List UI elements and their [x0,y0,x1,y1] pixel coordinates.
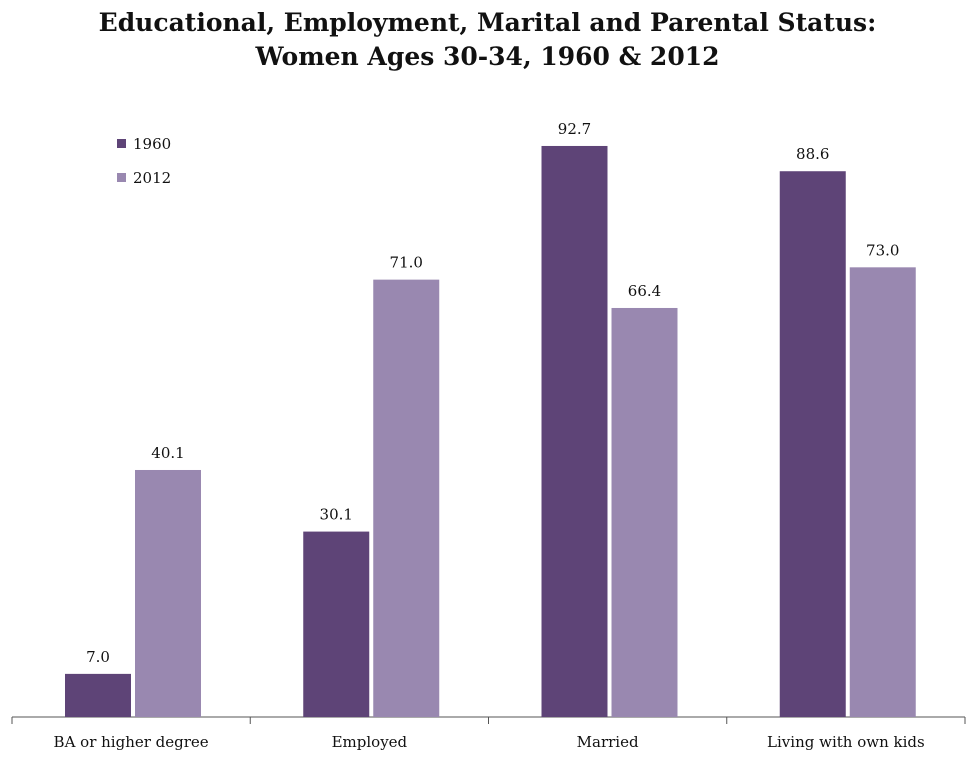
bar-2012-1 [373,279,440,717]
chart-title-line-1: Educational, Employment, Marital and Par… [98,8,877,37]
chart-title: Educational, Employment, Marital and Par… [0,6,975,74]
bar-2012-3 [849,267,916,717]
legend-label-1960: 1960 [133,135,171,153]
data-label-1960-0: 7.0 [86,648,110,666]
bar-1960-0 [65,673,131,717]
x-tick-label: BA or higher degree [54,733,209,751]
bar-2012-0 [135,469,201,717]
x-tick-label: Married [577,733,639,751]
data-label-2012-1: 71.0 [390,254,423,272]
legend-label-2012: 2012 [133,169,171,187]
bar-1960-2 [541,145,608,717]
bar-2012-2 [611,307,678,717]
bar-1960-1 [303,531,370,717]
legend-swatch-1960 [117,139,126,148]
data-label-1960-3: 88.6 [796,145,829,163]
chart-title-line-2: Women Ages 30-34, 1960 & 2012 [255,42,720,71]
data-label-2012-0: 40.1 [151,444,184,462]
legend-swatch-2012 [117,173,126,182]
data-label-1960-2: 92.7 [558,120,591,138]
data-label-2012-3: 73.0 [866,241,899,259]
x-tick-label: Employed [332,733,408,751]
data-label-2012-2: 66.4 [628,282,661,300]
x-tick-label: Living with own kids [767,733,925,751]
data-label-1960-1: 30.1 [320,506,353,524]
bar-1960-3 [779,171,846,717]
